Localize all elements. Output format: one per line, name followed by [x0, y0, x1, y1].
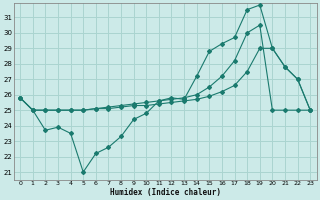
- X-axis label: Humidex (Indice chaleur): Humidex (Indice chaleur): [110, 188, 221, 197]
